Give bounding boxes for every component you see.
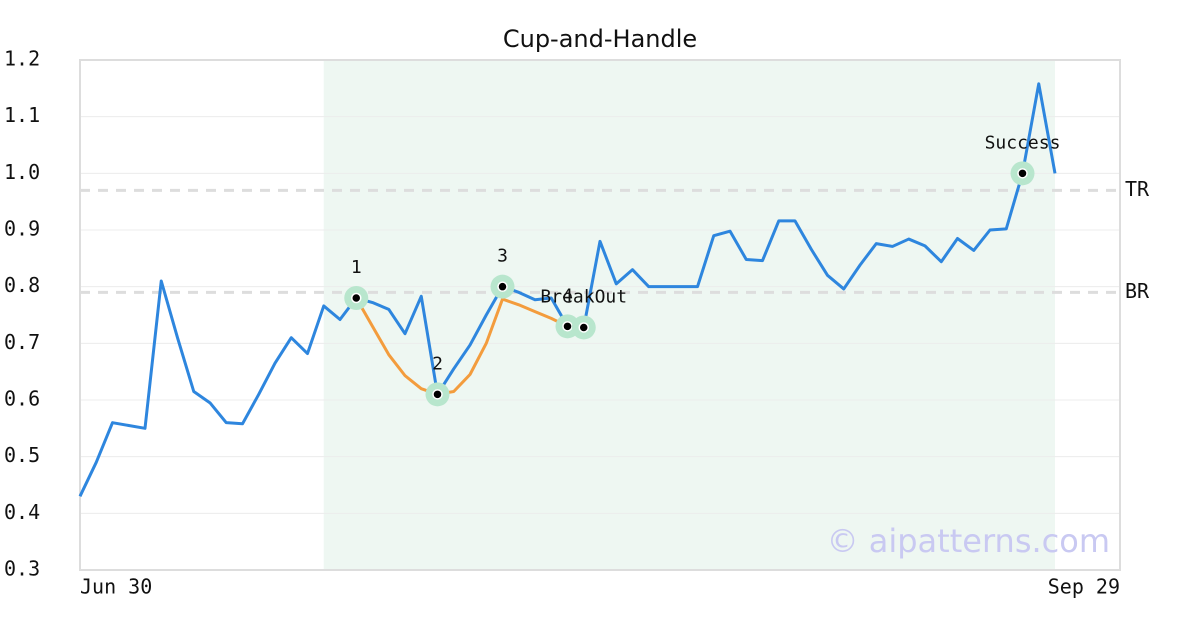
chart-title: Cup-and-Handle (503, 25, 697, 53)
y-tick-label: 0.8 (4, 273, 40, 297)
pattern-region (323, 60, 1055, 570)
y-tick-label: 0.6 (4, 387, 40, 411)
y-tick-label: 1.2 (4, 47, 40, 71)
marker-label: 2 (432, 353, 443, 374)
marker-dot (497, 281, 508, 292)
marker-label: 4 (562, 285, 573, 306)
marker-dot (578, 322, 589, 333)
marker-dot (1017, 168, 1028, 179)
marker-label: 1 (351, 257, 362, 278)
marker-dot (351, 292, 362, 304)
marker-dot (432, 389, 443, 400)
y-tick-label: 1.0 (4, 160, 40, 184)
y-tick-label: 0.9 (4, 217, 40, 241)
y-tick-label: 0.4 (4, 500, 40, 524)
marker-label: Success (985, 132, 1061, 153)
y-tick-label: 0.7 (4, 330, 40, 354)
marker-label: BreakOut (540, 286, 627, 307)
x-tick-label: Jun 30 (80, 575, 152, 599)
watermark: © aipatterns.com (827, 522, 1110, 560)
plot-frame (79, 59, 1121, 571)
level-label: BR (1125, 279, 1150, 303)
y-tick-label: 0.3 (4, 557, 40, 581)
price-line (354, 297, 569, 396)
x-tick-label: Sep 29 (1048, 575, 1120, 599)
marker-label: 3 (497, 246, 508, 267)
marker-dot (562, 321, 573, 332)
level-label: TR (1125, 177, 1150, 201)
y-tick-label: 1.1 (4, 103, 40, 127)
y-tick-label: 0.5 (4, 443, 40, 467)
